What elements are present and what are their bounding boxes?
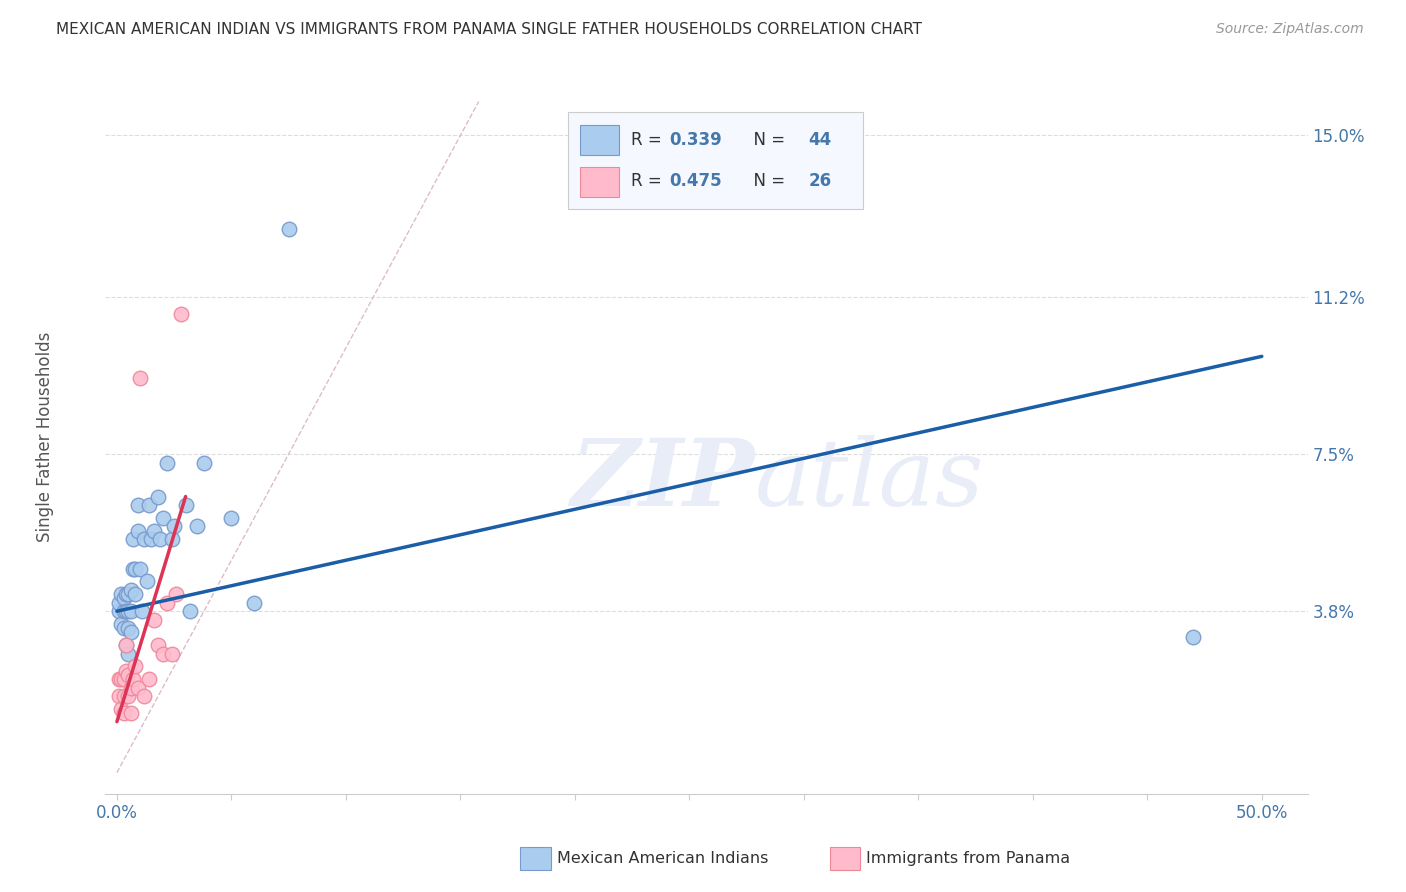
Point <box>160 532 183 546</box>
Point <box>124 562 146 576</box>
Point <box>156 596 179 610</box>
Text: N =: N = <box>742 172 790 190</box>
Point <box>160 647 183 661</box>
Point <box>120 681 142 695</box>
Point <box>117 668 139 682</box>
Point <box>149 532 172 546</box>
Point <box>108 596 131 610</box>
Point <box>115 664 138 678</box>
Point <box>135 574 157 589</box>
Point <box>108 604 131 618</box>
Point <box>128 370 150 384</box>
Point <box>117 689 139 703</box>
Point <box>142 524 165 538</box>
Point <box>117 647 139 661</box>
Point <box>117 587 139 601</box>
Point <box>131 604 153 618</box>
Text: R =: R = <box>631 130 666 148</box>
Text: Single Father Households: Single Father Households <box>37 332 55 542</box>
Point <box>174 498 197 512</box>
Point <box>124 587 146 601</box>
Point <box>277 222 299 236</box>
Point <box>142 613 165 627</box>
Point <box>146 490 169 504</box>
Point <box>110 587 132 601</box>
Point <box>138 498 160 512</box>
Point <box>112 672 135 686</box>
Text: 0.475: 0.475 <box>669 172 721 190</box>
Point <box>221 510 243 524</box>
Point <box>112 706 135 721</box>
Point <box>128 562 150 576</box>
Point <box>243 596 266 610</box>
Point <box>112 604 135 618</box>
Point <box>146 638 169 652</box>
Point <box>108 672 131 686</box>
Point <box>112 621 135 635</box>
Text: 44: 44 <box>808 130 832 148</box>
Point <box>115 638 138 652</box>
Point <box>179 604 201 618</box>
Point <box>152 510 174 524</box>
Point <box>122 672 145 686</box>
Text: R =: R = <box>631 172 666 190</box>
Point <box>115 638 138 652</box>
Point <box>122 562 145 576</box>
Point <box>141 532 163 546</box>
Point <box>120 604 142 618</box>
Point <box>1182 630 1205 644</box>
Point <box>110 617 132 632</box>
Text: Source: ZipAtlas.com: Source: ZipAtlas.com <box>1216 22 1364 37</box>
Point <box>138 672 160 686</box>
Point <box>120 706 142 721</box>
FancyBboxPatch shape <box>581 167 619 196</box>
Text: 0.339: 0.339 <box>669 130 723 148</box>
Point <box>127 498 149 512</box>
Point <box>112 591 135 606</box>
Text: N =: N = <box>742 130 790 148</box>
Point <box>122 532 145 546</box>
Point <box>120 582 142 597</box>
Point <box>152 647 174 661</box>
Text: ZIP: ZIP <box>571 435 755 524</box>
Point <box>134 689 156 703</box>
Point <box>108 689 131 703</box>
Text: Mexican American Indians: Mexican American Indians <box>557 851 768 865</box>
Point <box>163 519 186 533</box>
Point <box>186 519 208 533</box>
Text: 26: 26 <box>808 172 832 190</box>
Text: atlas: atlas <box>755 435 984 524</box>
Point <box>117 604 139 618</box>
Point <box>124 659 146 673</box>
FancyBboxPatch shape <box>581 125 619 155</box>
Point <box>110 702 132 716</box>
Point <box>120 625 142 640</box>
FancyBboxPatch shape <box>568 112 863 209</box>
Point <box>170 307 193 321</box>
Text: MEXICAN AMERICAN INDIAN VS IMMIGRANTS FROM PANAMA SINGLE FATHER HOUSEHOLDS CORRE: MEXICAN AMERICAN INDIAN VS IMMIGRANTS FR… <box>56 22 922 37</box>
Point <box>127 681 149 695</box>
Point <box>165 587 187 601</box>
Point <box>117 621 139 635</box>
Point <box>115 604 138 618</box>
Point <box>127 524 149 538</box>
Point <box>134 532 156 546</box>
Point <box>112 689 135 703</box>
Text: Immigrants from Panama: Immigrants from Panama <box>866 851 1070 865</box>
Point <box>193 456 215 470</box>
Point <box>110 672 132 686</box>
Point <box>115 587 138 601</box>
Point <box>156 456 179 470</box>
